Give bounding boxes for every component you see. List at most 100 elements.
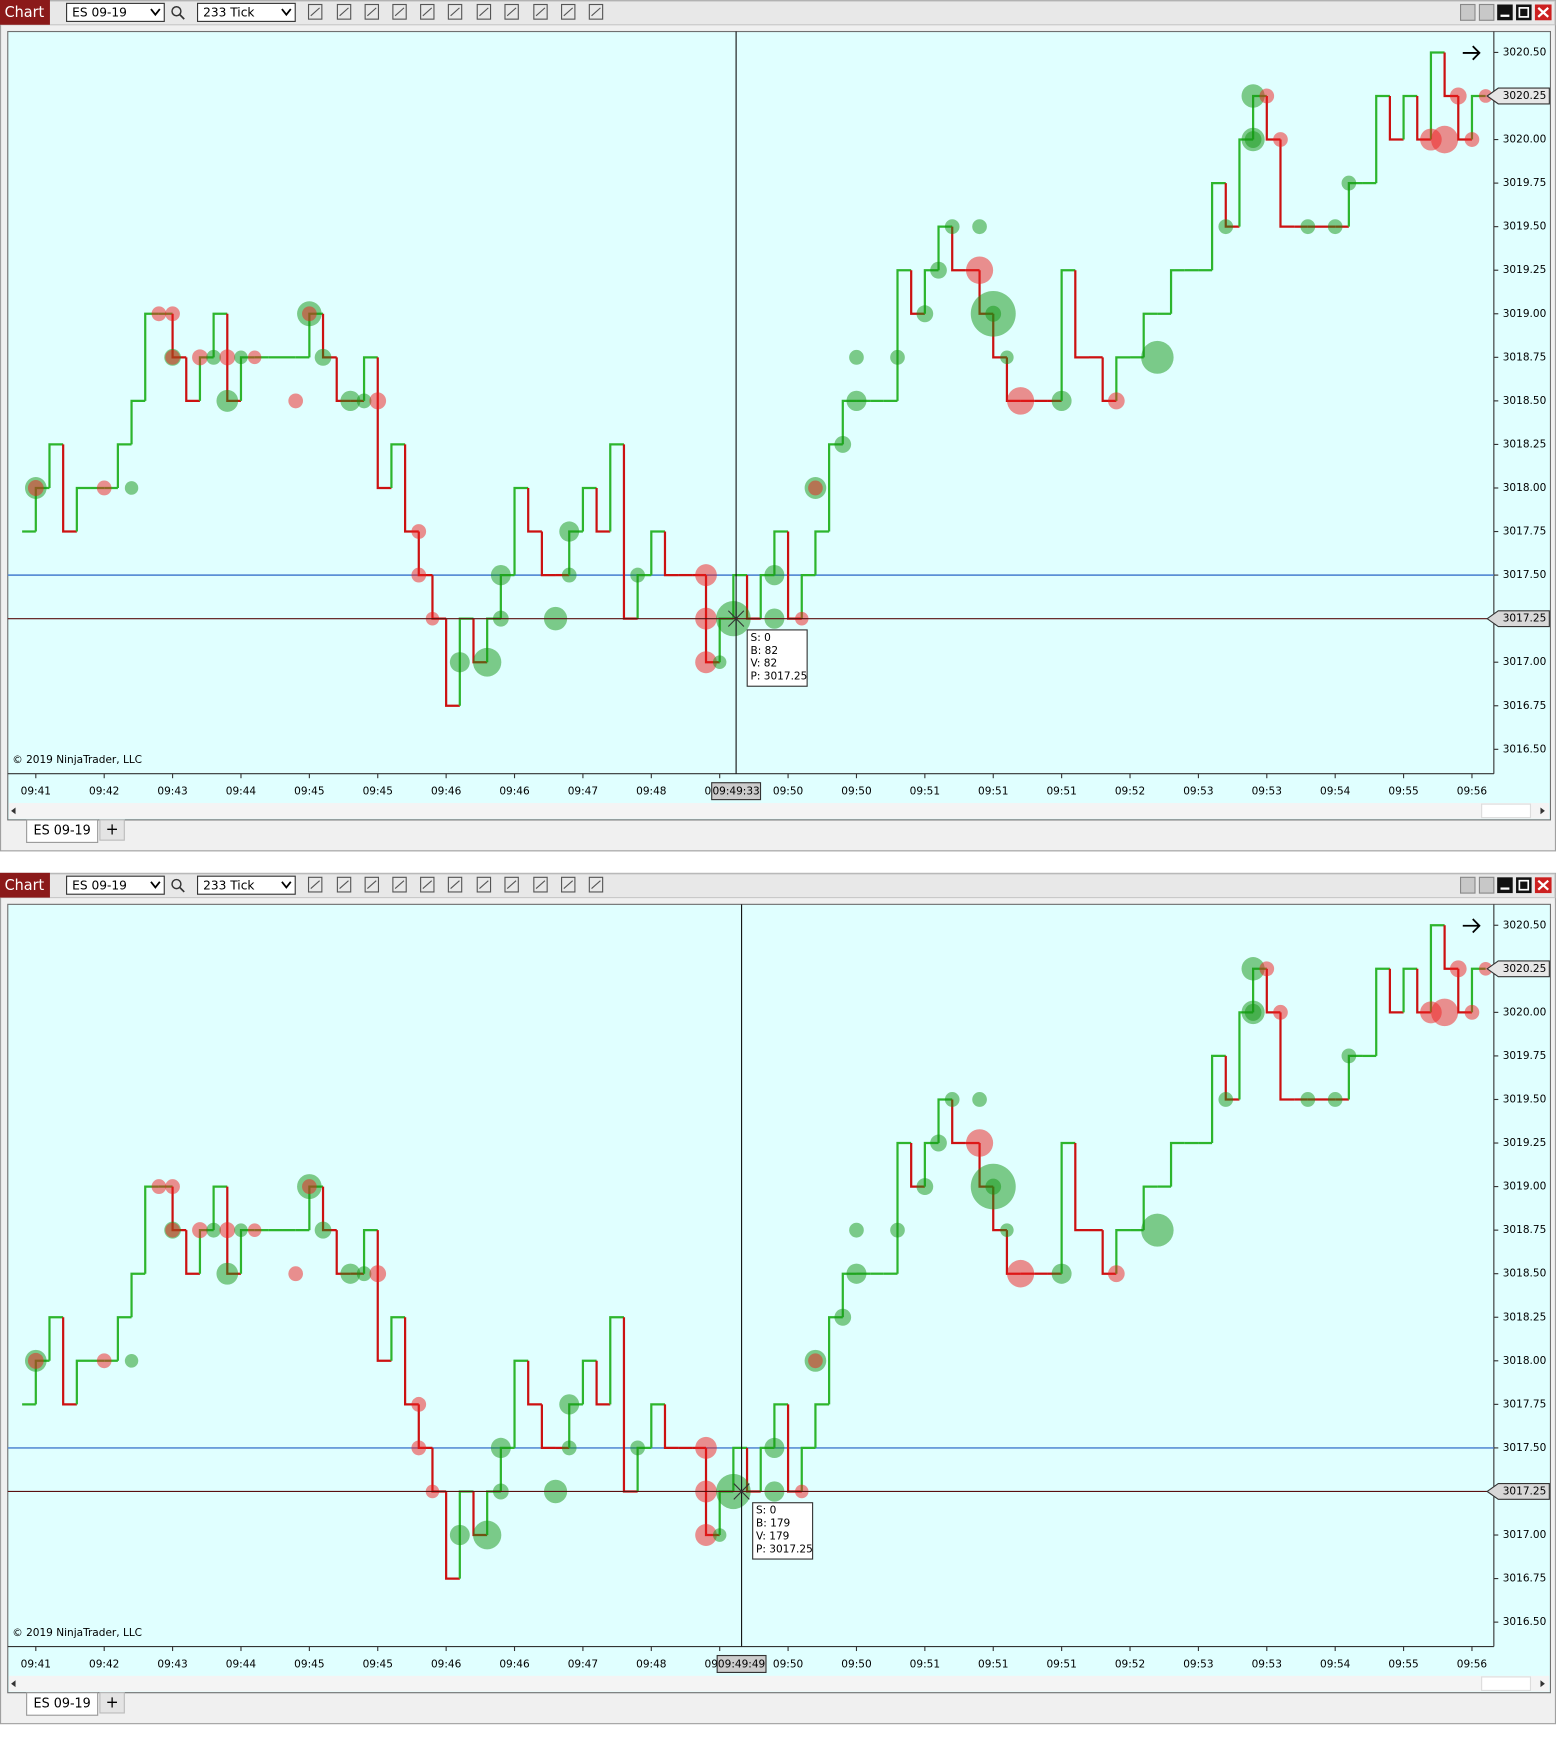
y-tick-label: 3017.50: [1503, 1441, 1547, 1454]
volume-dot: [712, 655, 727, 670]
scroll-left[interactable]: [11, 1680, 16, 1688]
price-step: [609, 1316, 624, 1405]
crosshair-time: 09:49:33: [712, 785, 759, 798]
toolbar-button[interactable]: [307, 3, 323, 20]
toolbar-button[interactable]: [504, 876, 519, 893]
minimize-button[interactable]: [1497, 4, 1513, 21]
interval-selector[interactable]: 233 Tick: [196, 875, 296, 895]
price-step: [1169, 269, 1185, 314]
volume-dot: [1007, 1259, 1035, 1288]
price-step: [1210, 181, 1226, 271]
interval-selector[interactable]: 233 Tick: [196, 2, 296, 22]
instrument-selector[interactable]: ES 09-19: [66, 2, 165, 22]
dropdown-box: [196, 2, 296, 22]
maximize-button[interactable]: [1516, 877, 1532, 894]
toolbar-button[interactable]: [364, 3, 380, 20]
y-tick-label: 3018.25: [1503, 437, 1547, 450]
new-tab-button[interactable]: [99, 1692, 125, 1714]
volume-dot: [302, 1179, 317, 1195]
toolbar-button[interactable]: [561, 3, 576, 20]
chart-window: Chart ES 09-19 233 Tick 3016.50 3016.75 3017.…: [0, 0, 1556, 852]
toolbar-button[interactable]: [588, 3, 604, 20]
window-button[interactable]: [1478, 3, 1495, 21]
minimize-button[interactable]: [1497, 877, 1513, 894]
price-step: [773, 1403, 789, 1448]
scrollbar-thumb[interactable]: [1481, 803, 1532, 819]
toolbar-icon-stroke: [535, 7, 546, 17]
volume-dot: [1000, 1223, 1014, 1237]
new-tab-button[interactable]: [99, 819, 125, 841]
last-price-label-box: [1486, 87, 1550, 105]
scroll-end-arrow[interactable]: [1462, 45, 1481, 61]
volume-dot: [561, 567, 577, 583]
x-tick-label: 09:51: [910, 785, 940, 798]
x-tick-label: 09:54: [1320, 785, 1351, 798]
price-step: [1115, 356, 1131, 401]
price-step: [390, 1316, 406, 1361]
title-badge: [0, 872, 50, 898]
price-step: [663, 531, 679, 577]
price-step: [595, 487, 611, 533]
scroll-left[interactable]: [11, 807, 16, 815]
volume-dot: [27, 480, 44, 496]
scrollbar[interactable]: [8, 1675, 1550, 1692]
toolbar-button[interactable]: [420, 3, 435, 20]
volume-dot: [124, 481, 139, 495]
toolbar-button[interactable]: [392, 3, 407, 20]
y-tick-label: 3019.75: [1503, 1049, 1547, 1062]
toolbar-button[interactable]: [533, 3, 548, 20]
toolbar-button[interactable]: [476, 3, 492, 20]
scrollbar-thumb[interactable]: [1481, 1676, 1532, 1692]
toolbar-button[interactable]: [336, 876, 352, 893]
toolbar-icon: [364, 876, 380, 893]
scroll-right[interactable]: [1540, 807, 1545, 815]
scroll-end-arrow[interactable]: [1462, 918, 1481, 934]
toolbar-button[interactable]: [533, 876, 548, 893]
price-step: [527, 487, 542, 533]
search-icon-handle: [179, 886, 185, 893]
toolbar-button[interactable]: [392, 876, 407, 893]
toolbar-button[interactable]: [588, 876, 604, 893]
tooltip-line: V: 179: [756, 1529, 789, 1542]
toolbar-icon: [364, 3, 380, 20]
price-step: [212, 1185, 228, 1231]
volume-dot: [1141, 340, 1174, 374]
scroll-right[interactable]: [1540, 1680, 1545, 1688]
toolbar-button[interactable]: [447, 876, 463, 893]
window-button[interactable]: [1459, 3, 1476, 21]
toolbar-button[interactable]: [364, 876, 380, 893]
scrollbar[interactable]: [8, 802, 1550, 819]
volume-dot: [561, 1440, 577, 1456]
price-step: [1210, 1054, 1226, 1144]
window-button[interactable]: [1478, 876, 1495, 894]
volume-dot: [302, 306, 317, 322]
price-step: [1375, 967, 1390, 1056]
tab[interactable]: [26, 819, 99, 843]
instrument-selector[interactable]: ES 09-19: [66, 875, 165, 895]
y-tick-label: 3018.50: [1503, 394, 1547, 407]
toolbar-button[interactable]: [476, 876, 492, 893]
volume-dot: [165, 1179, 180, 1195]
y-tick-label: 3016.50: [1503, 742, 1547, 755]
toolbar-button[interactable]: [420, 876, 435, 893]
toolbar-button[interactable]: [307, 876, 323, 893]
tab[interactable]: [26, 1692, 99, 1716]
volume-dot: [712, 1528, 727, 1542]
toolbar-button[interactable]: [561, 876, 576, 893]
maximize-button[interactable]: [1516, 4, 1532, 21]
new-tab-label: +: [106, 1692, 119, 1711]
window-button[interactable]: [1459, 876, 1476, 894]
x-tick-label: 09:53: [1183, 1657, 1213, 1670]
volume-dot: [985, 1178, 1002, 1195]
volume-dot: [1241, 957, 1265, 981]
x-tick-label: 09:46: [431, 1657, 462, 1670]
volume-dot: [965, 256, 994, 284]
toolbar-button[interactable]: [447, 3, 463, 20]
crosshair-price-label-box: [1486, 1483, 1550, 1500]
price-step: [1169, 1141, 1185, 1187]
toolbar-button[interactable]: [336, 3, 352, 20]
toolbar-button[interactable]: [504, 3, 519, 20]
crosshair-price-label-box: [1486, 610, 1550, 628]
tooltip-line: S: 0: [751, 631, 772, 644]
tab-label: ES 09-19: [34, 1696, 91, 1711]
